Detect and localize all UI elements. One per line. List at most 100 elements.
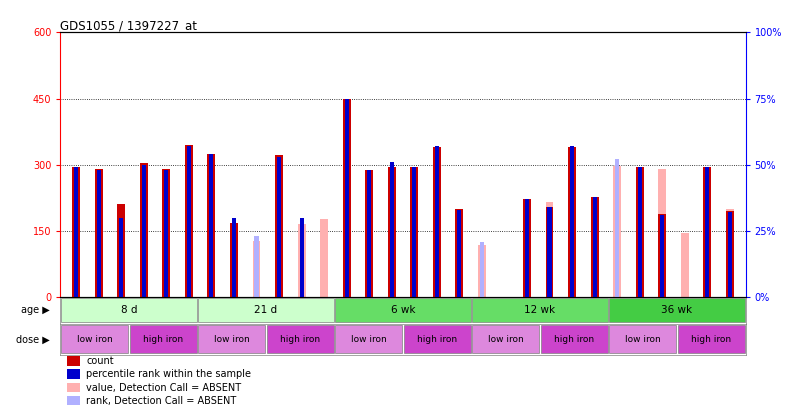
Bar bbox=[74, 167, 78, 297]
Text: percentile rank within the sample: percentile rank within the sample bbox=[86, 369, 251, 379]
Bar bbox=[390, 162, 394, 297]
Bar bbox=[523, 201, 531, 297]
Text: 6 wk: 6 wk bbox=[391, 305, 415, 315]
Bar bbox=[478, 245, 486, 297]
Bar bbox=[68, 383, 80, 392]
Bar bbox=[705, 218, 709, 297]
Bar bbox=[68, 369, 80, 379]
Bar bbox=[320, 219, 328, 297]
Bar bbox=[95, 169, 102, 297]
Text: high iron: high iron bbox=[555, 335, 594, 344]
Text: low iron: low iron bbox=[214, 335, 250, 344]
Text: 12 wk: 12 wk bbox=[525, 305, 555, 315]
Bar bbox=[232, 218, 236, 297]
Bar bbox=[61, 298, 197, 322]
Bar bbox=[726, 211, 733, 297]
Bar bbox=[434, 146, 438, 297]
Bar bbox=[546, 207, 554, 297]
Bar bbox=[252, 241, 260, 297]
Bar bbox=[659, 214, 666, 297]
Bar bbox=[681, 233, 688, 297]
Text: low iron: low iron bbox=[625, 335, 661, 344]
Bar bbox=[277, 157, 281, 297]
Bar bbox=[73, 167, 80, 297]
Bar bbox=[660, 215, 664, 297]
Text: low iron: low iron bbox=[488, 335, 524, 344]
Bar bbox=[163, 169, 170, 297]
Text: rank, Detection Call = ABSENT: rank, Detection Call = ABSENT bbox=[86, 396, 237, 405]
Bar bbox=[678, 325, 745, 354]
Bar bbox=[335, 325, 402, 354]
Bar bbox=[457, 210, 461, 297]
Bar bbox=[433, 147, 441, 297]
Bar bbox=[592, 196, 596, 297]
Text: 21 d: 21 d bbox=[255, 305, 277, 315]
Bar bbox=[472, 298, 608, 322]
Bar bbox=[164, 170, 168, 297]
Text: low iron: low iron bbox=[351, 335, 387, 344]
Text: high iron: high iron bbox=[692, 335, 731, 344]
Text: low iron: low iron bbox=[77, 335, 113, 344]
Bar bbox=[728, 212, 732, 297]
Bar bbox=[568, 147, 576, 297]
Bar bbox=[525, 218, 529, 297]
Bar bbox=[546, 202, 554, 297]
Bar bbox=[455, 209, 463, 297]
Bar bbox=[704, 167, 711, 297]
Bar bbox=[547, 207, 551, 297]
Bar bbox=[404, 325, 471, 354]
Bar bbox=[659, 169, 666, 297]
Bar bbox=[368, 170, 372, 297]
Bar bbox=[140, 162, 147, 297]
Bar bbox=[615, 160, 619, 297]
Bar bbox=[638, 167, 642, 297]
Bar bbox=[480, 241, 484, 297]
Bar bbox=[255, 236, 259, 297]
Bar bbox=[118, 205, 125, 297]
Text: age ▶: age ▶ bbox=[22, 305, 50, 315]
Bar bbox=[591, 196, 599, 297]
Bar bbox=[343, 98, 351, 297]
Bar bbox=[230, 223, 238, 297]
Bar bbox=[198, 325, 265, 354]
Text: high iron: high iron bbox=[280, 335, 320, 344]
Bar bbox=[198, 298, 334, 322]
Text: high iron: high iron bbox=[143, 335, 183, 344]
Text: 36 wk: 36 wk bbox=[662, 305, 692, 315]
Bar bbox=[547, 218, 551, 297]
Bar bbox=[570, 146, 574, 297]
Bar bbox=[61, 325, 128, 354]
Bar bbox=[300, 218, 304, 297]
Bar bbox=[472, 325, 539, 354]
Bar bbox=[726, 209, 733, 297]
Bar bbox=[142, 165, 146, 297]
Bar bbox=[119, 218, 123, 297]
Text: count: count bbox=[86, 356, 114, 366]
Bar bbox=[525, 199, 529, 297]
Text: high iron: high iron bbox=[418, 335, 457, 344]
Bar bbox=[345, 98, 349, 297]
Bar bbox=[335, 298, 471, 322]
Bar bbox=[410, 167, 418, 297]
Text: GDS1055 / 1397227_at: GDS1055 / 1397227_at bbox=[60, 19, 197, 32]
Bar bbox=[636, 167, 643, 297]
Bar bbox=[97, 170, 101, 297]
Bar bbox=[388, 167, 396, 297]
Bar bbox=[523, 199, 531, 297]
Bar bbox=[207, 154, 215, 297]
Bar bbox=[187, 146, 191, 297]
Bar bbox=[613, 166, 621, 297]
Bar bbox=[412, 167, 416, 297]
Bar bbox=[300, 223, 304, 297]
Bar bbox=[365, 170, 373, 297]
Bar bbox=[68, 356, 80, 366]
Text: value, Detection Call = ABSENT: value, Detection Call = ABSENT bbox=[86, 383, 242, 392]
Text: 8 d: 8 d bbox=[121, 305, 137, 315]
Bar bbox=[267, 325, 334, 354]
Text: dose ▶: dose ▶ bbox=[16, 334, 50, 344]
Bar bbox=[68, 396, 80, 405]
Bar bbox=[297, 224, 305, 297]
Bar bbox=[541, 325, 608, 354]
Bar bbox=[705, 167, 709, 297]
Bar bbox=[275, 155, 283, 297]
